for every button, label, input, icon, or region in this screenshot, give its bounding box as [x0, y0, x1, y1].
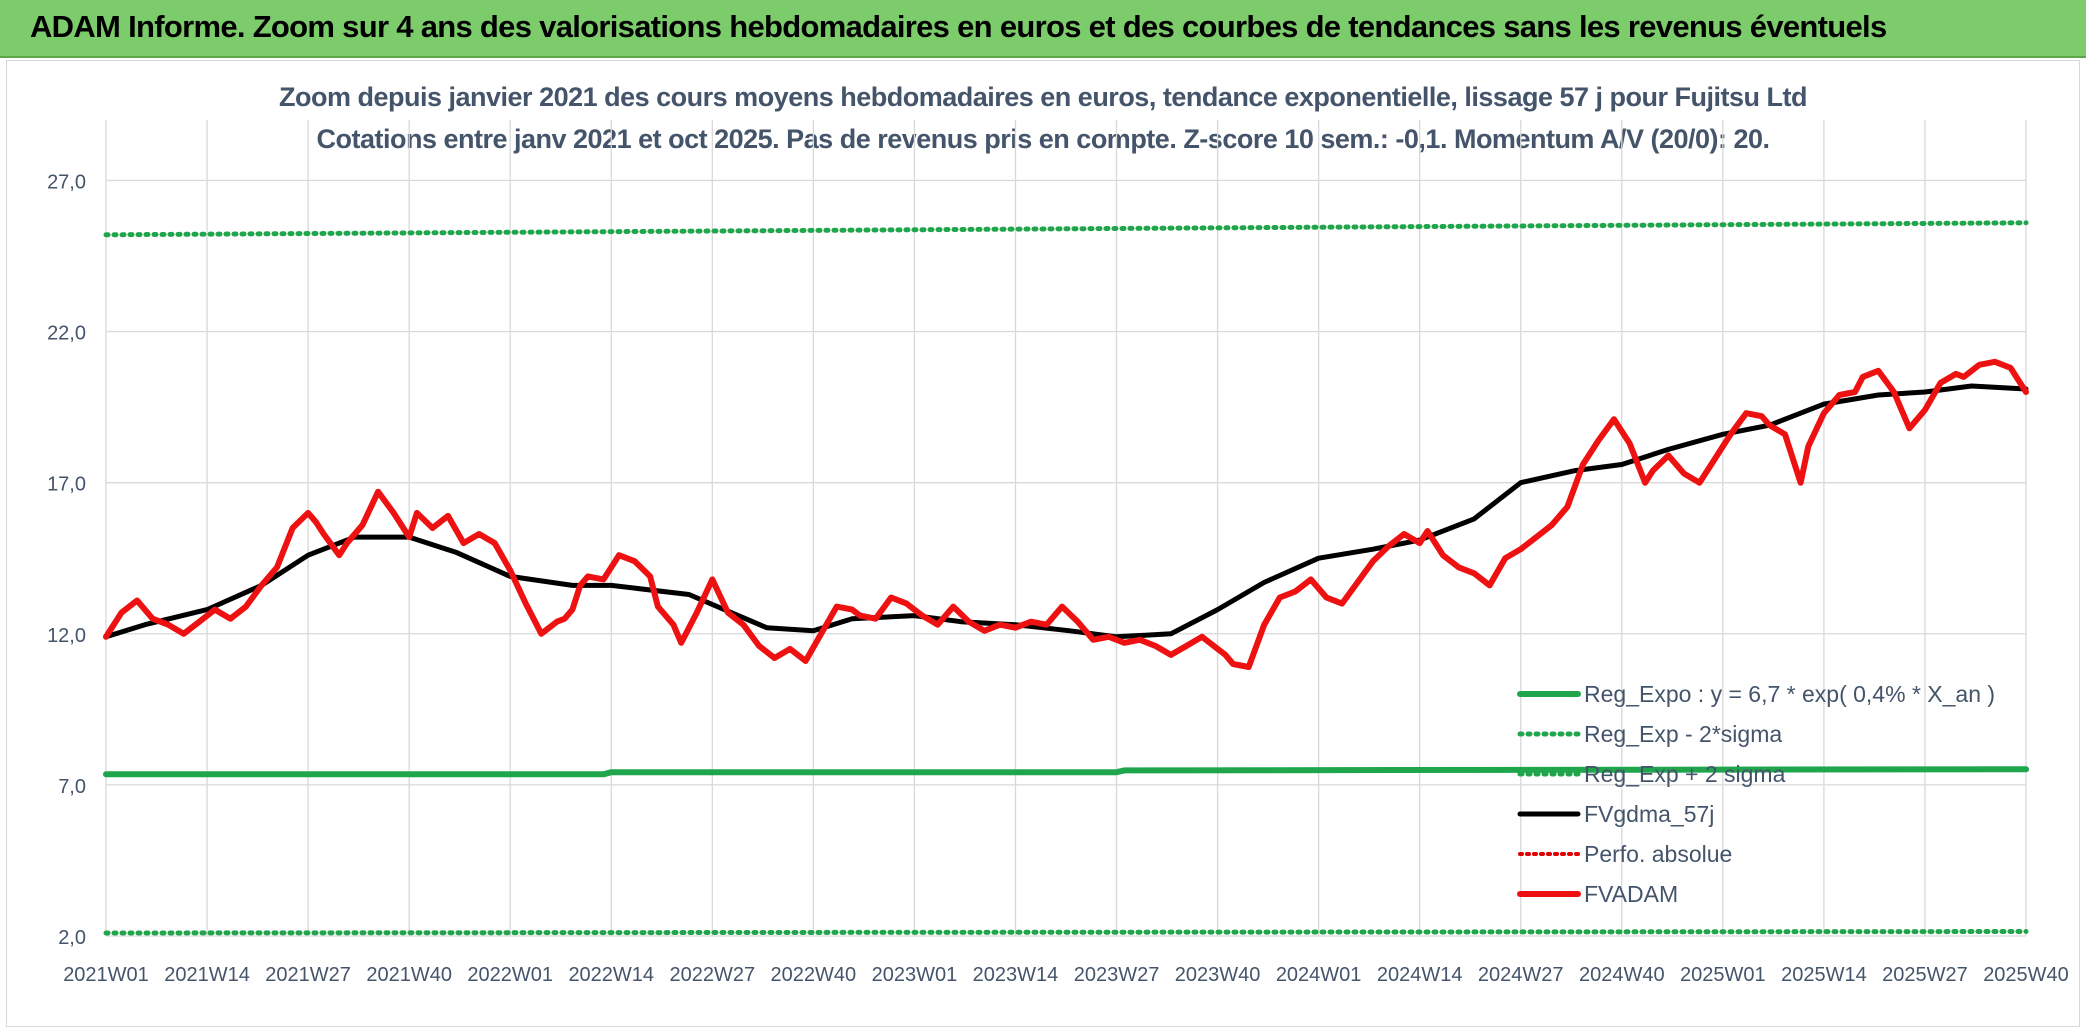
legend-label: Perfo. absolue: [1584, 841, 1732, 867]
x-tick-label: 2021W40: [366, 964, 452, 986]
y-tick-label: 17,0: [47, 474, 86, 496]
x-tick-label: 2022W27: [670, 964, 756, 986]
x-tick-label: 2023W40: [1175, 964, 1261, 986]
fvgdma-57j-line: [103, 383, 2029, 640]
legend-label: FVgdma_57j: [1584, 801, 1714, 827]
x-tick-label: 2025W14: [1781, 964, 1867, 986]
x-tick-label: 2025W01: [1680, 964, 1766, 986]
x-tick-label: 2024W40: [1579, 964, 1665, 986]
y-tick-label: 12,0: [47, 625, 86, 647]
x-tick-label: 2022W14: [568, 964, 654, 986]
x-tick-label: 2024W14: [1377, 964, 1463, 986]
reg-plus-2sigma-line: [103, 220, 2029, 238]
x-tick-label: 2025W27: [1882, 964, 1968, 986]
y-axis: 2,0 7,0 12,0 17,0 22,0 27,0: [47, 171, 86, 949]
x-axis: 2021W01 2021W14 2021W27 2021W40 2022W01 2022W…: [63, 964, 2069, 986]
x-tick-label: 2024W27: [1478, 964, 1564, 986]
report-banner: ADAM Informe. Zoom sur 4 ans des valoris…: [0, 0, 2086, 58]
x-tick-label: 2023W01: [872, 964, 958, 986]
reg-expo-line: [103, 766, 2029, 778]
legend: Reg_Expo : y = 6,7 * exp( 0,4% * X_an ) R…: [1517, 681, 1995, 907]
x-tick-label: 2023W27: [1074, 964, 1160, 986]
x-tick-label: 2022W01: [467, 964, 553, 986]
chart-title: Zoom depuis janvier 2021 des cours moyen…: [279, 82, 1807, 112]
x-tick-label: 2024W01: [1276, 964, 1362, 986]
gridlines: [105, 120, 2027, 937]
chart-frame: [6, 60, 2080, 1027]
x-tick-label: 2022W40: [771, 964, 857, 986]
legend-label: Reg_Exp - 2*sigma: [1584, 721, 1782, 747]
y-tick-label: 2,0: [58, 927, 86, 949]
legend-label: Reg_Expo : y = 6,7 * exp( 0,4% * X_an ): [1584, 681, 1995, 707]
y-tick-label: 7,0: [58, 776, 86, 798]
fvadam-line: [103, 358, 2029, 670]
y-tick-label: 27,0: [47, 171, 86, 193]
chart-subtitle: Cotations entre janv 2021 et oct 2025. P…: [316, 124, 1770, 154]
x-tick-label: 2023W14: [973, 964, 1059, 986]
legend-label: FVADAM: [1584, 881, 1678, 907]
x-tick-label: 2021W01: [63, 964, 149, 986]
report-title: ADAM Informe. Zoom sur 4 ans des valoris…: [30, 9, 1887, 44]
y-tick-label: 22,0: [47, 323, 86, 345]
reg-minus-2sigma-line: [103, 929, 2029, 936]
series-lines: [103, 220, 2029, 936]
x-tick-label: 2021W27: [265, 964, 351, 986]
x-tick-label: 2021W14: [164, 964, 250, 986]
x-tick-label: 2025W40: [1983, 964, 2069, 986]
legend-label: Reg_Exp + 2 sigma: [1584, 761, 1786, 787]
